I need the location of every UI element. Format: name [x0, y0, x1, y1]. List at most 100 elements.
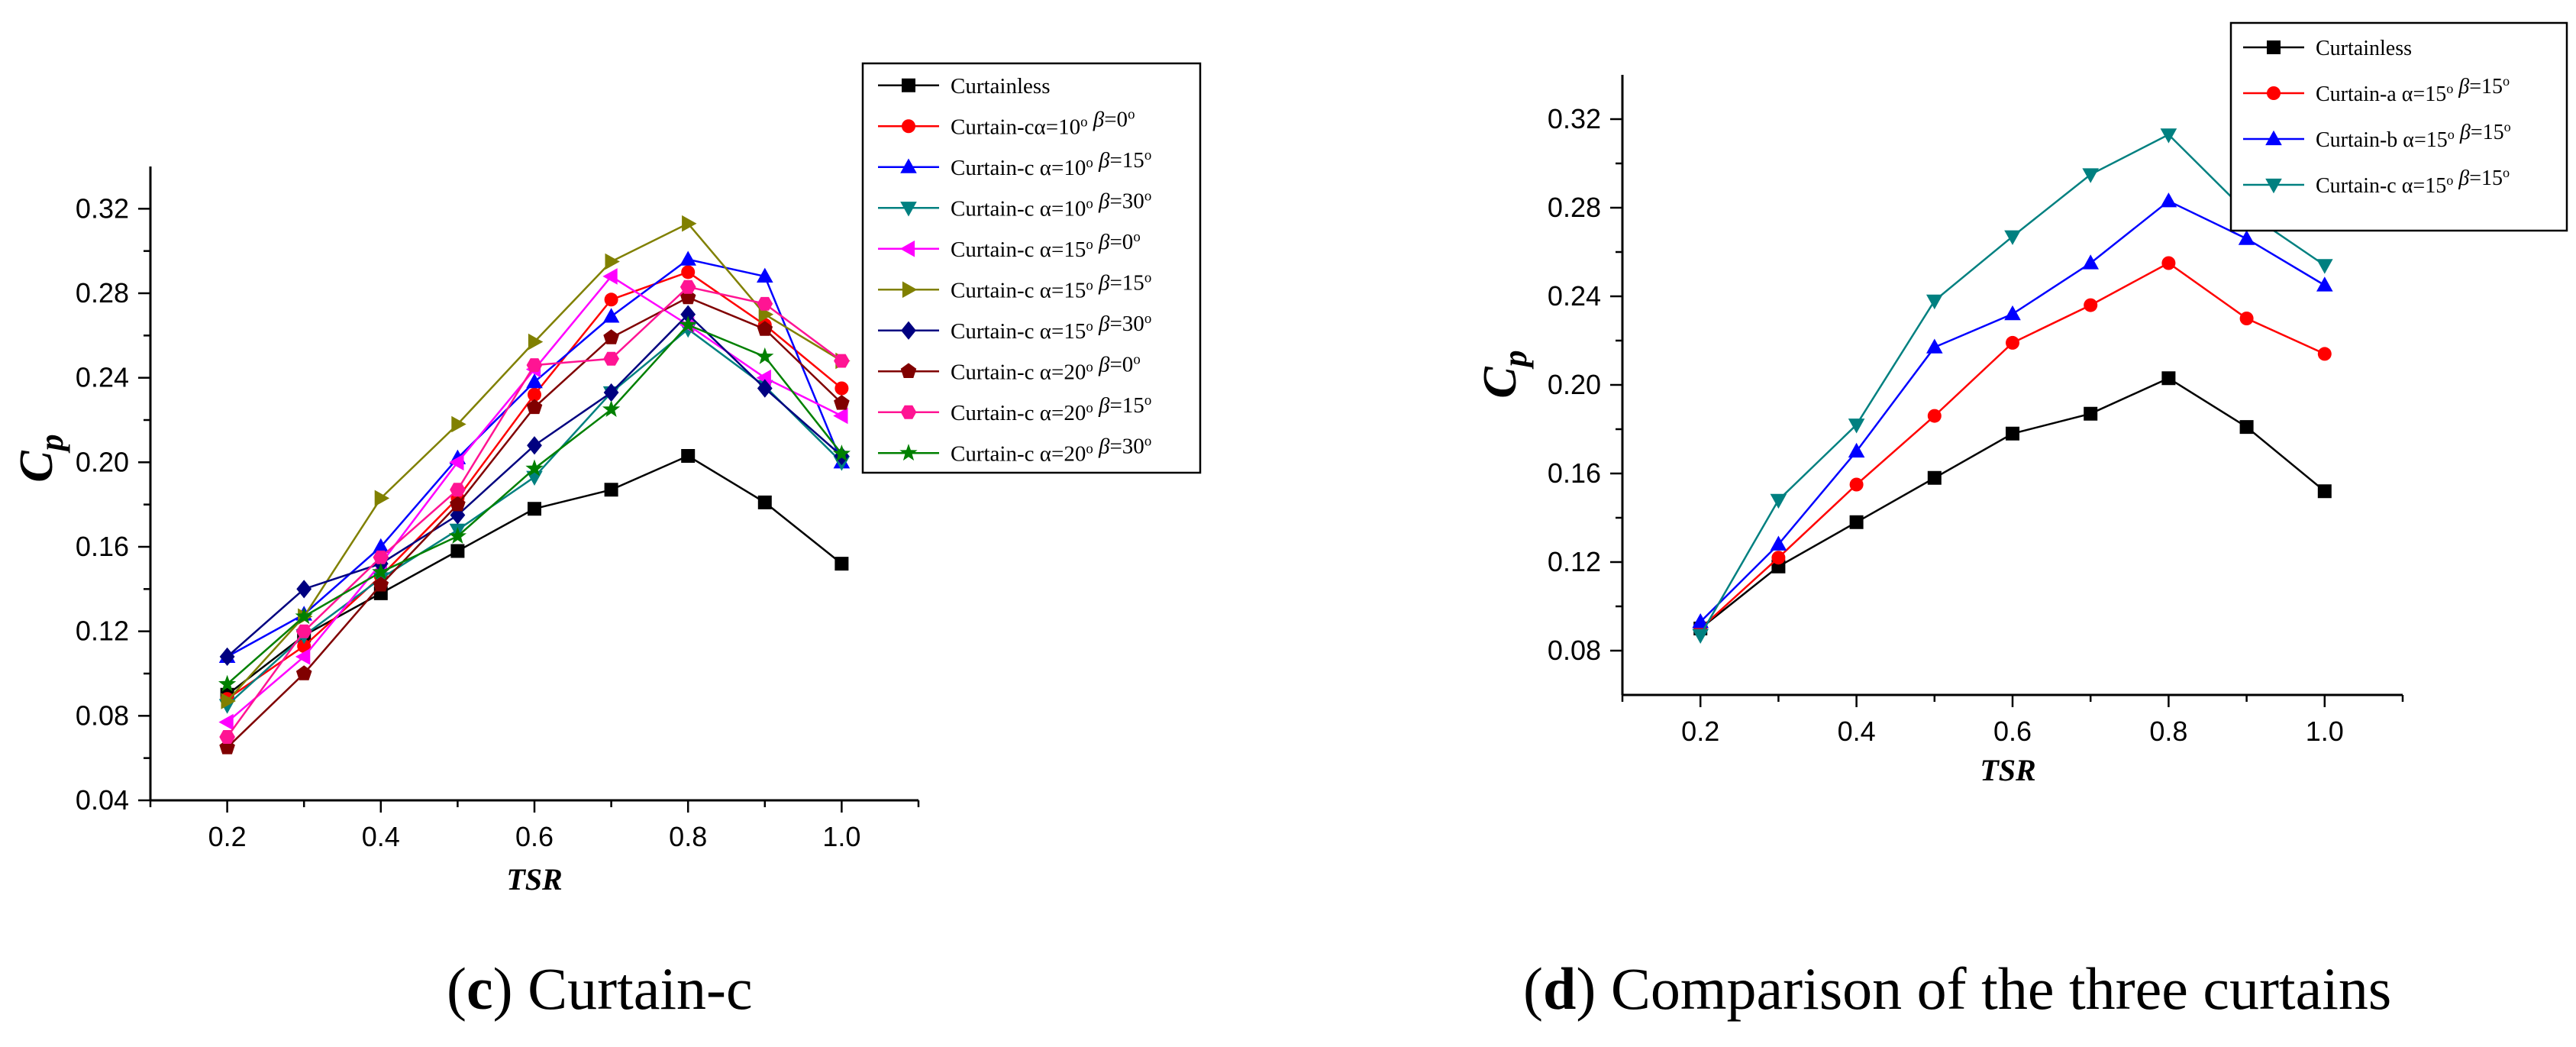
data-point: [526, 358, 543, 372]
data-point: [373, 550, 389, 564]
data-point: [2317, 347, 2332, 361]
data-point: [1849, 515, 1864, 529]
data-point: [756, 347, 774, 364]
legend-swatch-marker: [900, 158, 917, 173]
data-point: [296, 580, 312, 599]
data-point: [526, 399, 543, 415]
data-point: [757, 267, 773, 283]
series-1: [220, 449, 849, 702]
data-point: [2316, 259, 2333, 274]
data-point: [2084, 298, 2098, 312]
legend-box: [861, 62, 1202, 474]
caption-panel-d: (d) Comparison of the three curtains: [1523, 955, 2392, 1022]
y-tick-label: 0.20: [76, 446, 129, 477]
data-point: [602, 308, 620, 323]
legend-entry: Curtain-c α=15o β=0o: [878, 229, 1141, 262]
data-point: [450, 544, 465, 558]
x-tick-label: 0.2: [208, 821, 247, 852]
data-point: [1770, 493, 1787, 509]
legend-swatch-marker: [2265, 130, 2282, 146]
legend-swatch-marker: [902, 78, 915, 92]
legend-entry: Curtainless: [878, 74, 1051, 99]
legend-swatch-marker: [902, 119, 915, 134]
data-point: [528, 333, 544, 351]
legend-swatch-marker: [900, 363, 917, 378]
x-tick-label: 0.2: [1681, 716, 1719, 747]
legend-entry: Curtain-c α=20o β=0o: [878, 351, 1141, 384]
y-tick-label: 0.04: [76, 784, 129, 816]
data-point: [528, 502, 541, 516]
data-point: [757, 296, 773, 311]
data-point: [1926, 338, 1943, 354]
data-point: [682, 215, 697, 232]
data-point: [2317, 484, 2332, 499]
legend-swatch-marker: [2267, 86, 2281, 100]
y-tick-label: 0.28: [76, 277, 129, 309]
legend-label: Curtain-c α=15o β=15o: [951, 270, 1151, 302]
data-point: [219, 647, 235, 666]
x-tick-label: 0.8: [669, 821, 707, 852]
data-point: [1927, 409, 1942, 423]
data-point: [2006, 335, 2019, 350]
y-tick-label: 0.12: [76, 616, 129, 647]
x-tick-label: 1.0: [2306, 716, 2344, 747]
legend-entry: Curtain-cα=10o β=0o: [878, 106, 1135, 139]
data-point: [218, 674, 237, 692]
series-line: [1700, 376, 2326, 629]
data-point: [833, 407, 848, 425]
series-10: [218, 315, 851, 692]
legend-label: Curtain-c α=15o β=0o: [951, 229, 1141, 262]
data-point: [2238, 230, 2255, 245]
legend-label: Curtain-c α=15o β=15o: [2316, 165, 2510, 198]
data-point: [757, 321, 773, 336]
legend-swatch-marker: [902, 281, 918, 299]
data-point: [2006, 426, 2019, 441]
y-axis-label: Cp: [1474, 350, 1534, 398]
data-point: [2239, 420, 2254, 435]
data-point: [525, 459, 544, 477]
data-point: [218, 713, 234, 731]
legend-label: Curtain-c α=10o β=30o: [951, 188, 1151, 221]
data-point: [448, 527, 466, 544]
y-tick-label: 0.16: [1548, 457, 1601, 489]
data-point: [373, 538, 389, 554]
legend-box: [2229, 21, 2568, 232]
legend-entry: Curtain-c α=15o β=15o: [2243, 165, 2510, 198]
legend-label: Curtain-c α=20o β=15o: [951, 393, 1151, 425]
y-tick-label: 0.24: [76, 362, 129, 393]
data-point: [2239, 312, 2254, 325]
data-point: [1692, 613, 1709, 629]
x-tick-label: 0.8: [2149, 716, 2187, 747]
chart-panel-c: 0.2 0.4 0.6 0.8 1.0 0.04 0.08 0.12 0.16 0.20 0.24 0…: [11, 62, 1202, 897]
data-point: [1692, 629, 1709, 644]
data-point: [2316, 276, 2333, 292]
series-3: [1692, 192, 2333, 629]
y-tick-label: 0.28: [1548, 192, 1601, 223]
x-tick-label: 0.4: [362, 821, 400, 852]
series-2: [1693, 256, 2332, 635]
data-point: [602, 400, 621, 417]
data-point: [2004, 305, 2021, 321]
y-tick-label: 0.32: [76, 192, 129, 224]
legend-label: Curtain-c α=15o β=30o: [951, 311, 1151, 344]
data-point: [834, 381, 849, 396]
data-point: [527, 436, 542, 455]
data-point: [295, 648, 311, 665]
legend-label: Curtain-c α=20o β=0o: [951, 351, 1141, 384]
data-point: [756, 369, 771, 386]
data-point: [680, 280, 696, 294]
data-point: [679, 315, 697, 333]
data-point: [680, 305, 696, 324]
data-point: [450, 496, 466, 512]
legend-entry: Curtain-c α=15o β=15o: [878, 270, 1151, 302]
y-tick-label: 0.12: [1548, 546, 1601, 577]
legend-entry: Curtain-c α=20o β=15o: [878, 393, 1151, 425]
data-point: [449, 454, 464, 471]
data-point: [603, 329, 619, 344]
legend-swatch-marker: [899, 240, 915, 257]
data-point: [219, 730, 235, 744]
legend-entry: Curtain-c α=15o β=30o: [878, 311, 1151, 344]
data-point: [757, 379, 773, 398]
data-point: [1926, 294, 1943, 310]
caption-panel-c: (c) Curtain-c: [447, 955, 753, 1022]
